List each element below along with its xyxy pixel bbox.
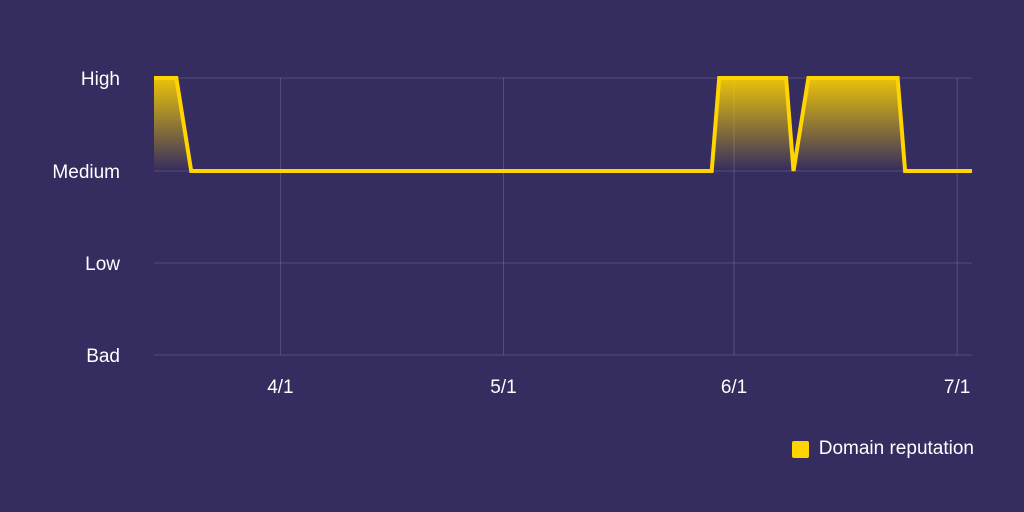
series-area-fill (154, 78, 972, 171)
x-tick-label: 6/1 (721, 377, 747, 398)
series-line-group (153, 76, 973, 173)
y-axis-labels: Bad Low Medium High (52, 69, 120, 367)
legend-swatch (791, 440, 809, 458)
series-area (154, 78, 972, 171)
legend-label: Domain reputation (818, 438, 974, 459)
y-tick-label-medium: Medium (52, 162, 120, 183)
y-tick-label-low: Low (85, 254, 120, 275)
x-axis-labels: 4/1 5/1 6/1 7/1 (267, 377, 970, 398)
legend[interactable]: Domain reputation (791, 438, 974, 460)
y-tick-label-high: High (81, 69, 120, 90)
x-tick-label: 5/1 (490, 377, 516, 398)
y-tick-label-bad: Bad (86, 346, 120, 367)
x-tick-label: 4/1 (267, 377, 293, 398)
x-tick-label: 7/1 (944, 377, 970, 398)
